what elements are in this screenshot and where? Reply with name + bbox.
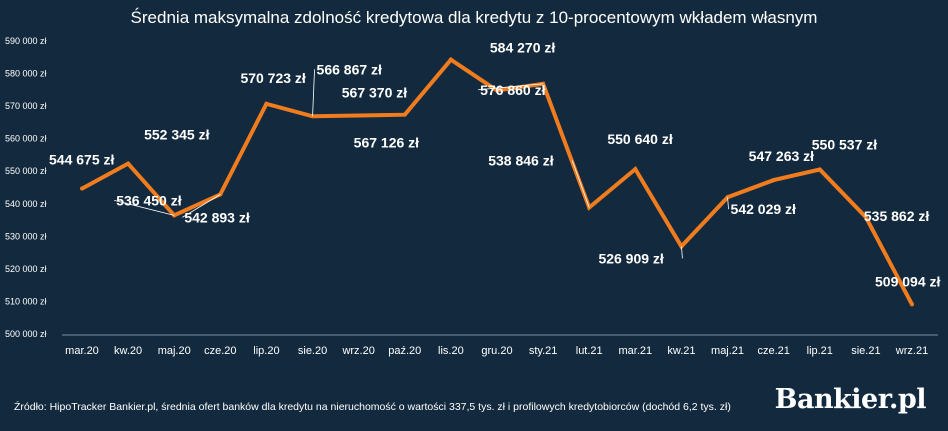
label-leader-line	[478, 83, 544, 91]
data-point	[80, 186, 84, 191]
data-point	[817, 167, 822, 172]
data-point	[863, 215, 868, 220]
data-label: 535 862 zł	[864, 208, 929, 224]
y-tick-label: 510 000 zł	[5, 296, 47, 306]
data-point	[771, 178, 776, 183]
y-tick-label: 500 000 zł	[5, 329, 47, 339]
data-label: 576 860 zł	[480, 82, 545, 98]
chart-title: Średnia maksymalna zdolność kredytowa dl…	[130, 8, 818, 27]
label-leader-line	[312, 69, 315, 117]
x-tick-label: cze.20	[204, 345, 236, 357]
y-tick-label: 530 000 zł	[5, 231, 47, 241]
data-label: 509 094 zł	[875, 273, 940, 289]
label-leader-line	[727, 197, 729, 210]
y-tick-label: 550 000 zł	[5, 166, 47, 176]
data-label: 552 345 zł	[144, 127, 209, 143]
label-leader-line	[571, 160, 590, 208]
data-label: 584 270 zł	[490, 40, 555, 56]
x-tick-label: sie.20	[298, 345, 327, 357]
x-tick-label: sty.21	[529, 345, 558, 357]
data-label: 547 263 zł	[749, 148, 814, 164]
data-label: 526 909 zł	[598, 250, 663, 266]
source-note: Źródło: HipoTracker Bankier.pl, średnia …	[14, 401, 731, 413]
y-tick-label: 520 000 zł	[5, 264, 47, 274]
data-label: 536 450 zł	[116, 192, 181, 208]
data-point	[633, 167, 638, 172]
data-label: 542 893 zł	[184, 209, 249, 225]
x-tick-label: kw.20	[114, 345, 142, 357]
x-tick-label: lip.21	[807, 345, 833, 357]
x-tick-label: mar.20	[65, 345, 99, 357]
y-tick-label: 580 000 zł	[5, 69, 47, 79]
label-leader-line	[681, 246, 683, 259]
data-label: 542 029 zł	[731, 201, 796, 217]
x-tick-label: mar.21	[619, 345, 653, 357]
data-point	[356, 113, 361, 118]
y-tick-label: 570 000 zł	[5, 101, 47, 111]
x-tick-label: gru.20	[481, 345, 512, 357]
x-tick-label: lut.21	[576, 345, 603, 357]
data-point	[402, 112, 407, 117]
x-tick-label: lis.20	[438, 345, 464, 357]
x-tick-label: kw.21	[667, 345, 695, 357]
data-label: 544 675 zł	[49, 152, 114, 168]
data-point	[910, 302, 914, 307]
y-tick-label: 540 000 zł	[5, 199, 47, 209]
data-point	[448, 57, 453, 62]
data-label: 550 537 zł	[812, 136, 877, 152]
y-tick-label: 590 000 zł	[5, 36, 47, 46]
data-point	[495, 88, 499, 93]
brand-logo: Bankier.pl	[774, 384, 927, 415]
data-point	[264, 101, 269, 106]
x-tick-label: wrz.20	[341, 345, 374, 357]
data-label: 570 723 zł	[240, 70, 305, 86]
x-tick-label: sie.21	[851, 345, 880, 357]
label-leader-line	[114, 199, 175, 216]
x-tick-label: maj.20	[158, 345, 191, 357]
x-tick-label: maj.21	[711, 345, 744, 357]
x-tick-label: paź.20	[388, 345, 421, 357]
label-leader-line	[182, 194, 221, 218]
x-tick-label: cze.21	[757, 345, 789, 357]
x-tick-label: lip.20	[253, 345, 279, 357]
data-label: 550 640 zł	[607, 131, 672, 147]
data-label: 566 867 zł	[317, 61, 382, 77]
data-label: 538 846 zł	[488, 153, 553, 169]
data-point	[126, 161, 131, 166]
x-tick-label: wrz.21	[895, 345, 928, 357]
data-label: 567 126 zł	[354, 134, 419, 150]
data-label: 567 370 zł	[342, 85, 407, 101]
y-tick-label: 560 000 zł	[5, 134, 47, 144]
